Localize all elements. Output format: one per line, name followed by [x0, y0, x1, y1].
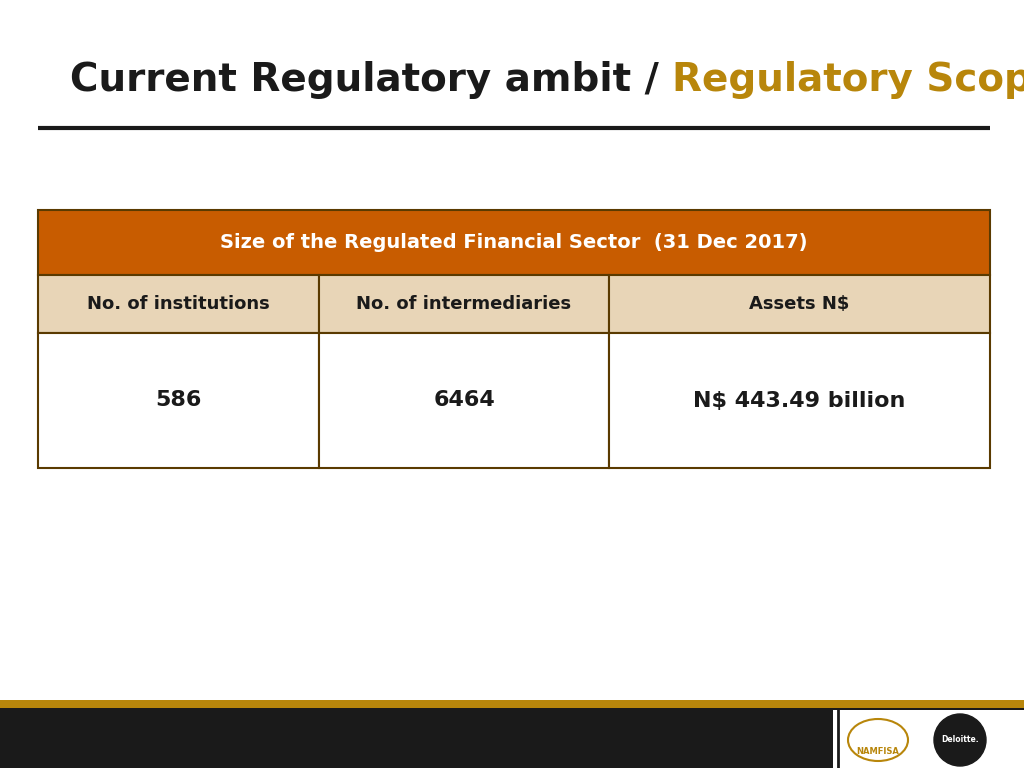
FancyBboxPatch shape	[609, 333, 990, 468]
Text: Assets N$: Assets N$	[750, 295, 850, 313]
FancyBboxPatch shape	[0, 700, 1024, 768]
FancyBboxPatch shape	[833, 710, 1024, 768]
Text: NAMFISA: NAMFISA	[856, 747, 899, 756]
Text: No. of intermediaries: No. of intermediaries	[356, 295, 571, 313]
Circle shape	[934, 714, 986, 766]
FancyBboxPatch shape	[318, 275, 609, 333]
Text: Current Regulatory ambit /: Current Regulatory ambit /	[70, 61, 673, 99]
Text: 586: 586	[156, 390, 202, 411]
FancyBboxPatch shape	[38, 333, 318, 468]
Text: Regulatory Scope: Regulatory Scope	[673, 61, 1024, 99]
FancyBboxPatch shape	[38, 275, 318, 333]
FancyBboxPatch shape	[38, 210, 990, 275]
Text: Size of the Regulated Financial Sector  (31 Dec 2017): Size of the Regulated Financial Sector (…	[220, 233, 808, 252]
FancyBboxPatch shape	[0, 700, 1024, 708]
FancyBboxPatch shape	[318, 333, 609, 468]
FancyBboxPatch shape	[609, 275, 990, 333]
Text: 6464: 6464	[433, 390, 495, 411]
Text: No. of institutions: No. of institutions	[87, 295, 269, 313]
Text: N$ 443.49 billion: N$ 443.49 billion	[693, 390, 906, 411]
Text: Deloitte.: Deloitte.	[941, 736, 979, 744]
